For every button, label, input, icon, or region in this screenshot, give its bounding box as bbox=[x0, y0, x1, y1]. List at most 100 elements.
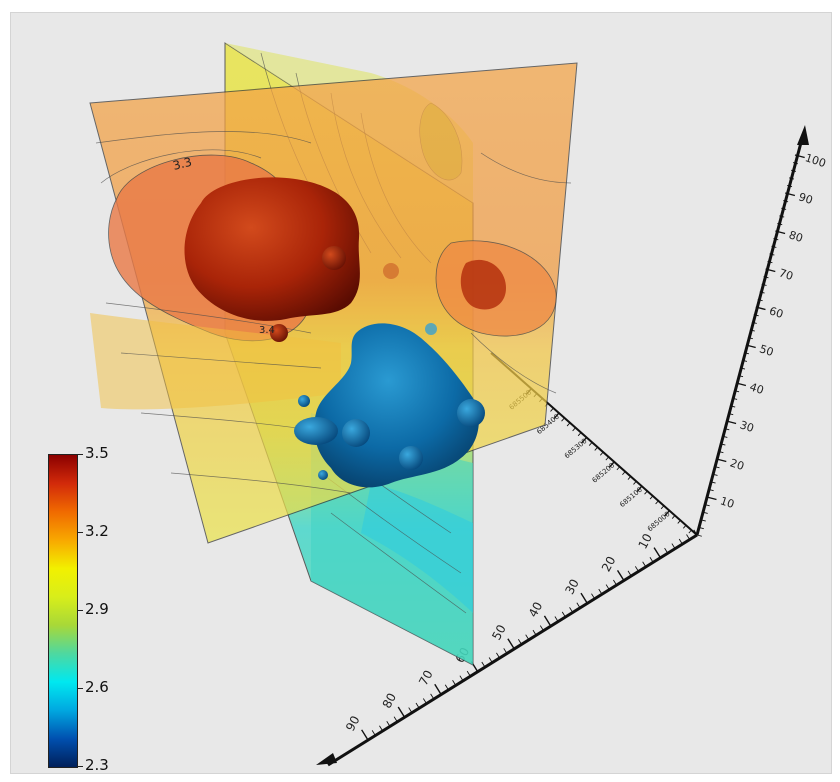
axis-minor-tick bbox=[789, 177, 795, 180]
axis-tick-label: 50 bbox=[489, 622, 509, 642]
axis-tick-label: 100 bbox=[803, 151, 827, 170]
axis-minor-tick bbox=[790, 169, 797, 172]
axis-minor-tick bbox=[714, 466, 720, 469]
axis-minor-tick bbox=[693, 529, 698, 536]
axis-minor-tick bbox=[591, 593, 596, 600]
axis-minor-tick bbox=[708, 488, 714, 492]
low-body-blob bbox=[425, 323, 437, 335]
axis-tick-label: 30 bbox=[562, 577, 582, 597]
axis-minor-tick bbox=[616, 466, 620, 471]
axis-minor-tick bbox=[379, 725, 384, 732]
axis-minor-tick bbox=[561, 611, 566, 618]
axis-major-tick bbox=[736, 382, 747, 387]
axis-minor-tick bbox=[634, 566, 639, 572]
axis-minor-tick bbox=[712, 473, 718, 476]
axis-major-tick bbox=[636, 485, 643, 493]
axis-minor-tick bbox=[649, 495, 654, 500]
axis-minor-tick bbox=[751, 321, 757, 324]
colorbar-tick-label: 3.5 bbox=[85, 444, 109, 462]
axis-major-tick bbox=[580, 592, 588, 604]
axis-minor-tick bbox=[718, 450, 724, 454]
axis-minor-tick bbox=[767, 260, 773, 264]
colorbar-tick-label: 3.2 bbox=[85, 522, 109, 540]
low-value-isosurface[interactable] bbox=[294, 323, 485, 488]
axis-major-tick bbox=[726, 420, 737, 425]
axis-minor-tick bbox=[664, 547, 669, 554]
axis-minor-tick bbox=[622, 471, 626, 476]
axis-minor-tick bbox=[777, 222, 783, 226]
axis-minor-tick bbox=[496, 652, 500, 659]
axis-tick-label: 10 bbox=[636, 531, 656, 551]
axis-tick-label: 80 bbox=[380, 691, 400, 711]
axis-minor-tick bbox=[393, 716, 398, 723]
axis-minor-tick bbox=[700, 519, 706, 522]
axis-major-tick bbox=[397, 706, 406, 718]
axis-minor-tick bbox=[566, 422, 571, 427]
axis-minor-tick bbox=[702, 511, 708, 514]
contour-label: 3.4 bbox=[259, 325, 275, 336]
axis-tick-label: 90 bbox=[797, 190, 814, 207]
axis-tick-label: 70 bbox=[416, 668, 436, 688]
axis-major-tick bbox=[794, 154, 805, 159]
axis-major-tick bbox=[706, 496, 717, 501]
axis-minor-tick bbox=[613, 579, 617, 586]
axis-major-tick bbox=[553, 412, 560, 420]
axis-minor-tick bbox=[539, 625, 544, 631]
volume-scene[interactable]: 10 20 30 40 50 60 70 80 90 10 20 30 40 50 60 70 80 90 100… bbox=[11, 13, 832, 774]
axis-tick-label: 80 bbox=[787, 228, 804, 245]
axis-minor-tick bbox=[753, 314, 759, 317]
axis-minor-tick bbox=[740, 367, 746, 370]
colorbar-tick-label: 2.6 bbox=[85, 678, 109, 696]
axis-tick-label: 685200 bbox=[591, 461, 617, 484]
axis-minor-tick bbox=[724, 428, 730, 431]
axis-tick-label: 30 bbox=[738, 418, 755, 435]
axis-minor-tick bbox=[671, 515, 676, 519]
high-value-isosurface[interactable] bbox=[184, 177, 399, 342]
axis-minor-tick bbox=[569, 607, 574, 613]
high-body-blob bbox=[322, 246, 346, 270]
axis-tick-label: 40 bbox=[748, 380, 765, 397]
axis-vertical-line bbox=[695, 134, 805, 536]
3d-viewport[interactable]: 10 20 30 40 50 60 70 80 90 10 20 30 40 50 60 70 80 90 100… bbox=[10, 12, 832, 774]
axis-minor-tick bbox=[386, 721, 391, 727]
axis-tick-label: 685300 bbox=[563, 437, 589, 460]
axis-vertical-ticks: 10 20 30 40 50 60 70 80 90 100 bbox=[696, 151, 827, 537]
axis-tick-label: 40 bbox=[526, 600, 546, 620]
axis-minor-tick bbox=[743, 352, 749, 355]
axis-tick-label: 70 bbox=[777, 266, 794, 283]
axis-major-tick bbox=[755, 306, 766, 311]
axis-primary-arrow bbox=[316, 753, 337, 765]
axis-minor-tick bbox=[572, 427, 576, 432]
axis-minor-tick bbox=[741, 359, 748, 362]
axis-vertical-arrow bbox=[797, 125, 809, 145]
axis-tick-label: 60 bbox=[768, 304, 785, 321]
axis-tick-label: 10 bbox=[719, 494, 736, 511]
axis-minor-tick bbox=[738, 374, 744, 378]
axis-minor-tick bbox=[728, 412, 734, 416]
axis-minor-tick bbox=[444, 684, 449, 691]
axis-minor-tick bbox=[710, 481, 716, 484]
axis-minor-tick bbox=[644, 490, 648, 495]
axis-minor-tick bbox=[757, 298, 763, 302]
axis-minor-tick bbox=[642, 561, 647, 568]
axis-minor-tick bbox=[686, 534, 691, 540]
axis-minor-tick bbox=[698, 526, 704, 530]
axis-minor-tick bbox=[627, 476, 631, 480]
axis-major-tick bbox=[361, 729, 369, 741]
axis-major-tick bbox=[775, 230, 786, 235]
axis-minor-tick bbox=[488, 657, 493, 663]
axis-major-tick bbox=[745, 344, 756, 349]
axis-major-tick bbox=[581, 437, 587, 444]
axis-major-tick bbox=[616, 570, 625, 581]
colorbar-tick-mark bbox=[77, 766, 83, 767]
axis-minor-tick bbox=[722, 435, 728, 438]
axis-tick-label: 90 bbox=[343, 713, 363, 733]
axis-minor-tick bbox=[633, 481, 637, 485]
axis-minor-tick bbox=[554, 616, 559, 622]
axis-tick-label: 20 bbox=[599, 554, 619, 574]
colorbar-tick-mark bbox=[77, 610, 83, 611]
low-body-blob bbox=[298, 395, 310, 407]
axis-minor-tick bbox=[525, 634, 530, 641]
axis-minor-tick bbox=[599, 451, 604, 456]
